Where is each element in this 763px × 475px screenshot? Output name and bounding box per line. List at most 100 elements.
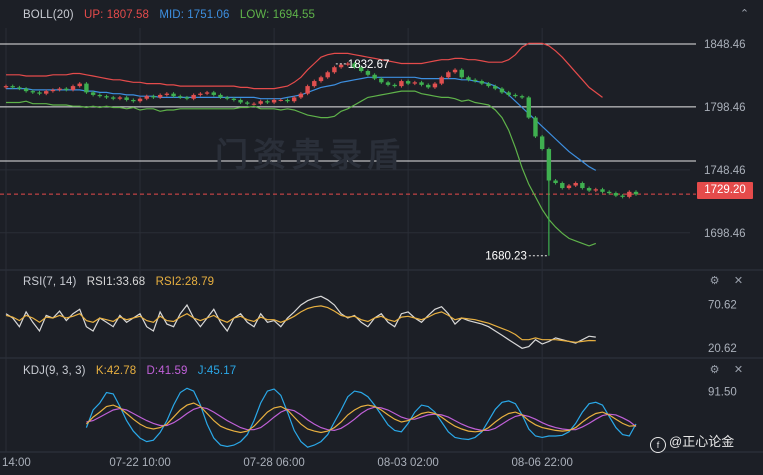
candle-body	[57, 88, 62, 90]
candle-body	[332, 67, 337, 73]
candle-body	[218, 94, 223, 98]
candle-body	[104, 96, 109, 98]
candle-body	[405, 81, 411, 84]
y-tick-label: 1848.46	[704, 39, 746, 51]
candle-body	[586, 188, 592, 191]
k-line	[85, 402, 637, 434]
y-tick-label: 70.62	[708, 299, 737, 311]
close-icon[interactable]: ✕	[733, 364, 744, 376]
candle-body	[493, 86, 498, 89]
y-tick-label: 91.50	[708, 386, 737, 398]
candle-body	[560, 183, 565, 189]
candle-body	[258, 101, 263, 104]
candle-body	[3, 86, 9, 88]
candle-body	[338, 64, 344, 68]
gear-icon[interactable]: ⚙	[709, 275, 720, 287]
candle-body	[513, 94, 518, 97]
candle-body	[157, 94, 163, 98]
x-tick-label: 08-03 02:00	[377, 457, 438, 469]
candle-body	[379, 78, 384, 83]
candle-body	[573, 183, 578, 186]
last-price-tag: 1729.20	[697, 182, 753, 199]
candle-body	[90, 92, 96, 95]
candle-body	[432, 83, 438, 88]
candle-body	[446, 72, 451, 78]
rsi1-label: RSI1:33.68	[86, 276, 146, 288]
candle-body	[392, 84, 397, 87]
candle-body	[251, 103, 257, 105]
candle-body	[178, 96, 183, 98]
candle-body	[633, 191, 639, 195]
boll-mid-label: MID: 1751.06	[159, 9, 230, 21]
rsi-lines	[5, 295, 596, 349]
candle-body	[466, 77, 471, 80]
candle-body	[291, 97, 297, 102]
candle-body	[131, 99, 136, 102]
candle-body	[238, 99, 243, 103]
candle-body	[593, 189, 598, 191]
candle-body	[50, 89, 56, 92]
kdj-title: KDJ(9, 3, 3)	[23, 365, 86, 377]
candle-body	[345, 63, 351, 65]
rsi-title: RSI(7, 14)	[23, 276, 77, 288]
candle-body	[211, 92, 216, 95]
candle-body	[419, 82, 424, 85]
candle-body	[359, 67, 364, 72]
brand-text: @正心论金	[669, 434, 735, 449]
candle-body	[285, 99, 290, 102]
candle-body	[151, 96, 156, 98]
candle-body	[312, 81, 317, 87]
rsi2-line	[5, 305, 596, 343]
candle-body	[231, 98, 237, 100]
candle-body	[459, 69, 464, 78]
d-line	[86, 406, 637, 432]
gear-icon[interactable]: ⚙	[709, 364, 720, 376]
candle-body	[23, 88, 29, 92]
y-tick-label: 1798.46	[704, 102, 746, 114]
candle-body	[539, 136, 545, 150]
candle-body	[486, 83, 491, 87]
j-line	[85, 387, 637, 448]
candle-body	[198, 93, 203, 95]
candle-body	[84, 83, 89, 93]
rsi-legend: RSI(7, 14) RSI1:33.68 RSI2:28.79	[23, 276, 221, 288]
y-tick-label: 1748.46	[704, 165, 746, 177]
d-label: D:41.59	[146, 365, 188, 377]
boll-legend: BOLL(20) UP: 1807.58 MID: 1751.06 LOW: 1…	[23, 9, 322, 21]
candle-body	[365, 71, 371, 75]
low-annotation-label: 1680.23	[485, 251, 527, 263]
candle-body	[144, 96, 149, 99]
candle-body	[627, 191, 632, 197]
boll-title: BOLL(20)	[23, 9, 74, 21]
candle-body	[452, 69, 458, 73]
candle-body	[77, 83, 82, 87]
candle-body	[137, 98, 143, 102]
candle-body	[111, 97, 116, 99]
candle-body	[124, 97, 129, 100]
candle-body	[399, 81, 404, 87]
candle-body	[526, 97, 531, 118]
close-icon[interactable]: ✕	[733, 275, 744, 287]
candle-body	[519, 96, 525, 98]
collapse-icon[interactable]: ⌃	[739, 8, 750, 20]
candle-body	[479, 81, 485, 84]
brand-watermark: f @正心论金	[650, 431, 734, 453]
candle-body	[385, 82, 391, 85]
candle-body	[64, 88, 69, 90]
x-tick-label: 07-28 06:00	[243, 457, 304, 469]
watermark: 门资贵录盾	[215, 136, 405, 173]
candle-body	[184, 97, 190, 99]
x-tick-label: 08-06 22:00	[511, 457, 572, 469]
candle-body	[613, 193, 619, 196]
candle-body	[37, 92, 42, 94]
candle-body	[265, 101, 270, 103]
candle-body	[472, 79, 478, 82]
candle-body	[298, 93, 304, 98]
x-tick-label: 14:00	[2, 457, 31, 469]
axis-labels: 1848.46 1798.46 1748.46 1698.46 70.62 20.62 91…	[2, 39, 746, 469]
candle-body	[171, 93, 176, 97]
candle-body	[606, 191, 612, 194]
candle-body	[499, 88, 505, 93]
kdj-lines	[85, 387, 637, 448]
